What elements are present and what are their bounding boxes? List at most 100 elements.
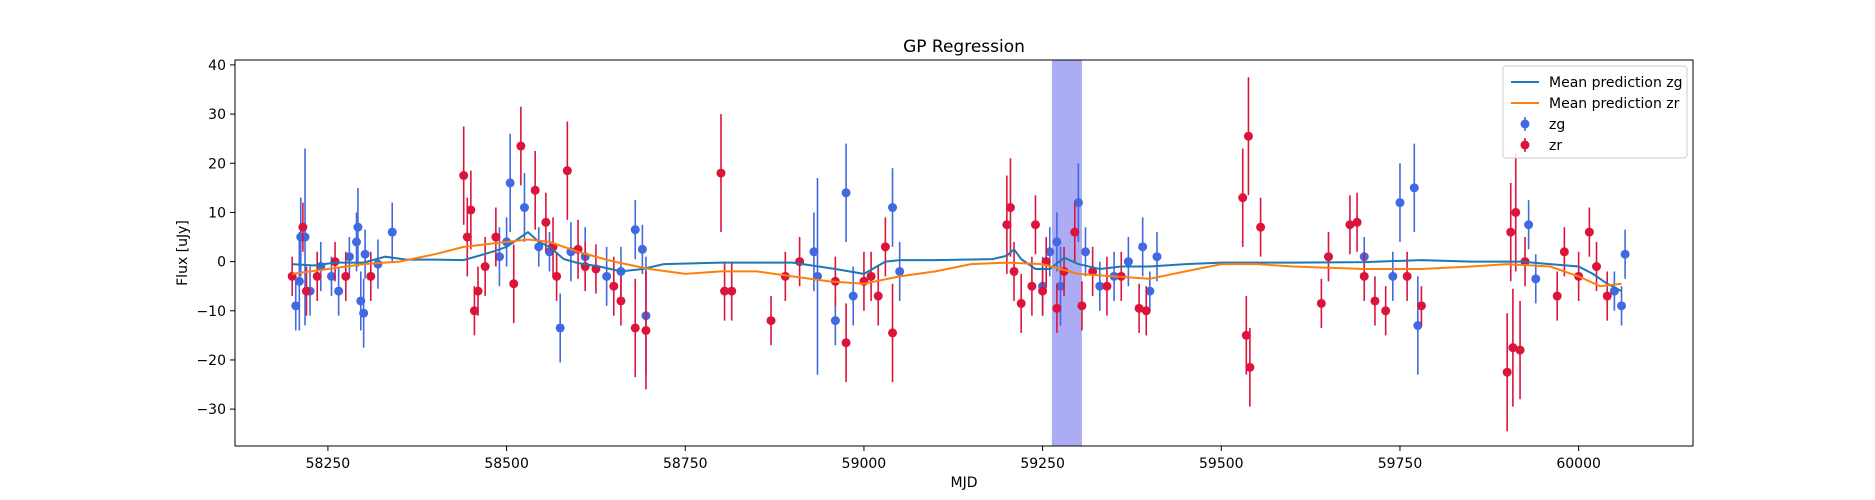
point-zr-19 (552, 271, 562, 281)
legend-swatch-zg (1520, 119, 1530, 129)
plot-inner (287, 77, 1630, 432)
point-zr-27 (641, 325, 651, 335)
point-zg-20 (534, 242, 544, 252)
x-tick-label-59500: 59500 (1199, 456, 1244, 472)
point-zr-66 (1352, 217, 1362, 227)
point-zg-42 (1081, 247, 1090, 257)
point-zg-10 (353, 222, 363, 232)
point-zr-30 (727, 286, 737, 296)
y-tick-label--20: −20 (196, 353, 226, 369)
y-tick-label-40: 40 (208, 58, 226, 74)
point-zg-33 (841, 188, 851, 198)
point-zr-69 (1381, 306, 1391, 316)
point-zg-18 (505, 178, 515, 188)
point-zr-3 (312, 271, 322, 281)
plot-frame (234, 59, 1694, 447)
point-zr-37 (866, 271, 876, 281)
point-zg-40 (1055, 281, 1065, 291)
point-zr-82 (1592, 262, 1602, 272)
point-zr-58 (1238, 193, 1248, 203)
point-zr-6 (366, 271, 376, 281)
point-zg-52 (1409, 183, 1419, 193)
y-tick-label-20: 20 (208, 156, 226, 172)
point-zr-44 (1016, 298, 1026, 308)
point-zr-70 (1402, 271, 1412, 281)
point-zr-61 (1245, 362, 1255, 372)
x-tick-label-58500: 58500 (484, 456, 529, 472)
point-zg-48 (1152, 252, 1162, 262)
point-zr-72 (1502, 367, 1512, 377)
point-zr-2 (301, 286, 311, 296)
point-zr-10 (469, 306, 479, 316)
point-zg-27 (630, 225, 640, 235)
point-zr-9 (466, 205, 476, 215)
point-zr-28 (716, 168, 726, 178)
point-zr-53 (1088, 266, 1098, 276)
point-zr-57 (1141, 306, 1151, 316)
point-zg-9 (352, 237, 361, 247)
point-zr-20 (562, 166, 572, 176)
point-zr-7 (459, 171, 469, 181)
point-zg-54 (1524, 220, 1534, 230)
point-zr-56 (1134, 303, 1144, 313)
point-zg-45 (1123, 257, 1133, 267)
point-zg-25 (602, 271, 612, 281)
point-zr-67 (1359, 271, 1369, 281)
point-zg-1 (294, 276, 304, 286)
point-zg-58 (1620, 249, 1630, 259)
point-zg-28 (637, 244, 647, 254)
point-zg-32 (830, 316, 840, 326)
point-zr-83 (1602, 291, 1612, 301)
point-zg-22 (555, 323, 565, 333)
point-zr-81 (1584, 227, 1594, 237)
point-zg-13 (360, 249, 370, 259)
point-zr-41 (1002, 220, 1012, 230)
x-axis-title: MJD (951, 475, 978, 491)
point-zg-3 (300, 232, 310, 242)
point-zg-50 (1388, 271, 1398, 281)
point-zr-45 (1027, 281, 1037, 291)
chart-title: GP Regression (903, 37, 1025, 57)
point-zr-25 (616, 296, 626, 306)
point-zr-73 (1506, 227, 1516, 237)
legend-label-zg: zg (1549, 117, 1565, 133)
y-tick-label-10: 10 (208, 205, 226, 221)
x-tick-label-59000: 59000 (842, 456, 887, 472)
point-zg-41 (1073, 198, 1083, 208)
point-zg-35 (888, 203, 898, 213)
point-zg-46 (1138, 242, 1148, 252)
point-zr-43 (1009, 266, 1019, 276)
point-zg-36 (895, 266, 905, 276)
x-tick-label-58750: 58750 (663, 456, 708, 472)
point-zr-16 (530, 185, 540, 195)
point-zg-15 (387, 227, 397, 237)
point-zg-19 (519, 203, 529, 213)
point-zg-53 (1413, 321, 1423, 331)
point-zg-43 (1095, 281, 1105, 291)
point-zg-38 (1045, 247, 1055, 257)
point-zr-59 (1241, 330, 1251, 340)
point-zr-15 (516, 141, 526, 151)
x-tick-label-60000: 60000 (1556, 456, 1601, 472)
point-zr-31 (766, 316, 776, 326)
point-zr-42 (1005, 203, 1015, 213)
point-zr-78 (1552, 291, 1562, 301)
plot-layer (287, 77, 1630, 432)
x-axis: 58250 58500 58750 59000 59250 59500 59750 60000 (306, 446, 1601, 472)
y-tick-label--10: −10 (196, 304, 226, 320)
line-Mean prediction zr (292, 238, 1622, 288)
point-zr-75 (1511, 207, 1521, 217)
point-zg-7 (334, 286, 344, 296)
point-zr-63 (1316, 298, 1326, 308)
point-zr-5 (341, 271, 351, 281)
x-tick-label-59250: 59250 (1020, 456, 1065, 472)
legend: Mean prediction zg Mean prediction zr zg zr (1502, 65, 1688, 159)
point-zg-51 (1395, 198, 1405, 208)
point-zr-49 (1052, 303, 1062, 313)
point-zr-71 (1416, 301, 1426, 311)
point-zr-74 (1508, 343, 1518, 353)
point-zg-47 (1145, 286, 1155, 296)
point-zg-6 (326, 271, 336, 281)
point-zg-57 (1617, 301, 1627, 311)
